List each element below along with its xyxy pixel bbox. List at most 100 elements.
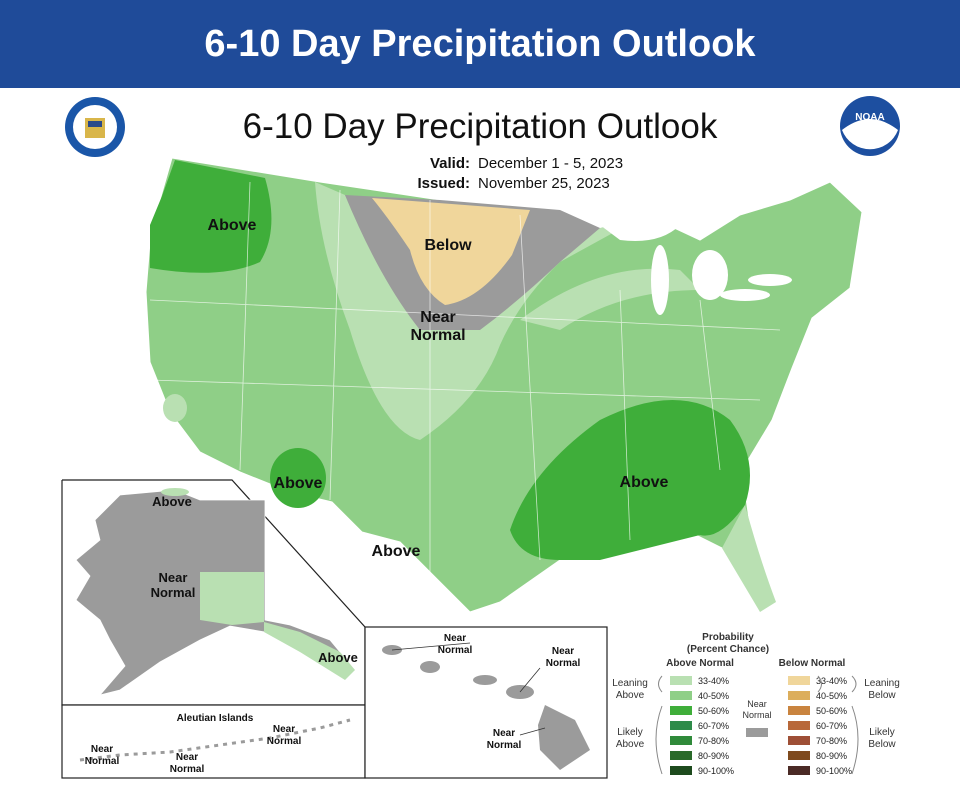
above-bin: 90-100% [698,766,734,776]
label-line: Above [208,217,257,234]
above-bin: 80-90% [698,751,729,761]
below-bin: 80-90% [816,751,847,761]
above-bin: 70-80% [698,736,729,746]
label-line: Above [152,494,192,509]
issued-label: Issued: [417,175,470,192]
label-line: Probability [702,632,754,643]
label-line: Near [273,724,295,735]
label: Near Normal [151,570,196,600]
label-line: Below [868,739,896,750]
label: Above [318,650,358,665]
above-swatch [670,721,692,730]
label: Above [152,494,192,509]
below-bin: 40-50% [816,691,847,701]
label: Above [274,475,323,492]
label: Below [424,237,472,254]
label: Leaning Below [864,678,900,701]
label-line: Above [318,650,358,665]
above-swatch [670,691,692,700]
label: Likely Above [616,727,645,750]
valid-dates: December 1 - 5, 2023 [478,155,623,172]
below-heading: Below Normal [779,658,846,669]
hawaii-inset [364,626,608,779]
label: Near Normal [546,646,581,669]
label-line: Normal [487,740,522,751]
label-line: Normal [267,736,302,747]
label-line: Near [159,570,188,585]
label-line: Above [620,474,669,491]
below-swatch [788,691,810,700]
above-swatch [670,736,692,745]
brace [851,675,859,775]
label-line: Above [372,543,421,560]
label-line: Below [868,690,896,701]
label: Near Normal [410,309,465,344]
above-bin: 50-60% [698,706,729,716]
commerce-logo [65,97,125,157]
label-line: Normal [85,756,120,767]
legend: Probability (Percent Chance) Above Normal B… [612,632,900,776]
label-line: Leaning [864,678,900,689]
label: Above [620,474,669,491]
label: Near Normal [742,699,771,720]
label-line: Near [176,752,198,763]
svg-text:NOAA: NOAA [855,112,884,123]
below-bin: 70-80% [816,736,847,746]
aleutians-title: Aleutian Islands [177,713,254,724]
below-swatch [788,676,810,685]
label-line: Leaning [612,678,648,689]
alaska-inset [61,479,366,706]
label-line: Near [552,646,574,657]
label-line: Near [420,309,456,326]
issued-date: November 25, 2023 [478,175,610,192]
label: Above [208,217,257,234]
below-swatch [788,736,810,745]
above-bin: 33-40% [698,676,729,686]
below-bin: 60-70% [816,721,847,731]
map-title: 6-10 Day Precipitation Outlook [243,107,718,146]
label: Near Normal [438,633,473,656]
label: Probability (Percent Chance) [687,632,769,655]
aleutians-inset: Aleutian Islands [61,704,366,779]
label: Leaning Above [612,678,648,701]
banner-title: 6-10 Day Precipitation Outlook [204,23,756,65]
label-line: Likely [869,727,895,738]
label: Near Normal [85,744,120,767]
label-line: Normal [151,585,196,600]
above-swatch [670,751,692,760]
below-bin: 50-60% [816,706,847,716]
label-line: Normal [410,327,465,344]
label-line: Near [444,633,466,644]
label-line: Near [493,728,515,739]
label-line: Near [747,699,767,709]
above-swatch [670,706,692,715]
above-bin: 40-50% [698,691,729,701]
label: Near Normal [267,724,302,747]
label: Near Normal [170,752,205,775]
label-line: Near [91,744,113,755]
label-line: Above [274,475,323,492]
brace [655,675,822,775]
below-swatch [788,751,810,760]
valid-label: Valid: [430,155,470,172]
label-line: Normal [170,764,205,775]
below-swatch [788,766,810,775]
above-heading: Above Normal [666,658,734,669]
label: Likely Below [868,727,896,750]
above-swatch [670,766,692,775]
banner [0,0,960,88]
below-bin: 90-100% [816,766,852,776]
noaa-logo: NOAA [840,96,900,156]
label-line: (Percent Chance) [687,644,769,655]
label-line: Above [616,690,645,701]
label-line: Below [424,237,472,254]
below-bin: 33-40% [816,676,847,686]
above-bin: 60-70% [698,721,729,731]
conus-map [145,157,863,613]
label-line: Likely [617,727,643,738]
label-line: Normal [742,710,771,720]
label-line: Normal [438,645,473,656]
